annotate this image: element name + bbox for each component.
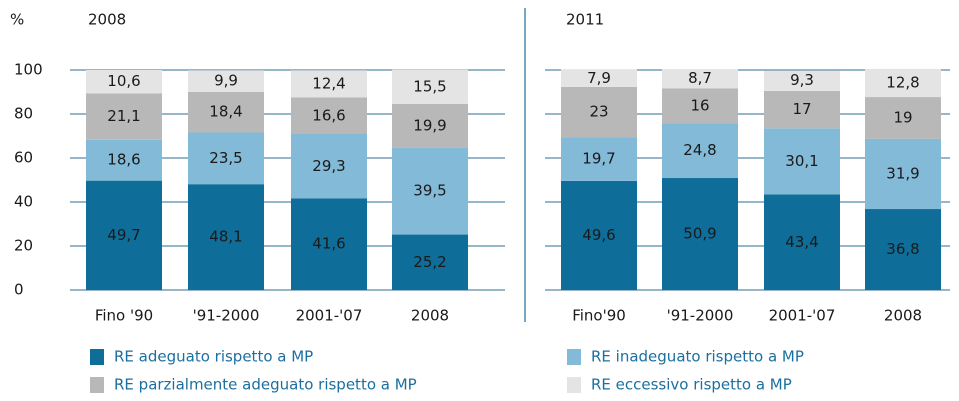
data-label: 29,3 — [312, 157, 345, 175]
bar-segment — [561, 180, 637, 290]
bar-segment — [561, 86, 637, 138]
data-label: 18,4 — [209, 103, 242, 121]
bar-segment — [392, 103, 468, 148]
data-label: 15,5 — [413, 77, 446, 95]
panel-title: 2011 — [566, 11, 604, 29]
bar-segment — [188, 132, 264, 185]
bar-segment — [662, 178, 738, 290]
bar-segment — [561, 137, 637, 181]
bar-segment — [392, 147, 468, 235]
data-label: 23 — [589, 103, 608, 121]
legend-swatch — [567, 377, 581, 393]
bar-segment — [764, 194, 840, 290]
y-axis-label: % — [10, 11, 24, 29]
data-label: 30,1 — [785, 152, 818, 170]
bar-segment — [662, 123, 738, 179]
data-label: 24,8 — [683, 141, 716, 159]
data-label: 43,4 — [785, 233, 818, 251]
data-label: 12,4 — [312, 74, 345, 92]
legend-swatch — [567, 349, 581, 365]
data-label: 50,9 — [683, 225, 716, 243]
bar-segment — [865, 68, 941, 98]
data-label: 31,9 — [886, 164, 919, 182]
data-label: 16,6 — [312, 106, 345, 124]
data-label: 12,8 — [886, 73, 919, 91]
x-tick-label: 2008 — [884, 307, 922, 325]
bar-segment — [865, 209, 941, 290]
legend-label: RE eccessivo rispetto a MP — [591, 376, 792, 394]
data-label: 7,9 — [587, 69, 611, 87]
x-tick-label: 2008 — [411, 307, 449, 325]
data-label: 25,2 — [413, 253, 446, 271]
bar-segment — [662, 69, 738, 89]
data-label: 16 — [690, 96, 709, 114]
data-label: 17 — [792, 100, 811, 118]
data-label: 9,3 — [790, 71, 814, 89]
x-tick-label: '91-2000 — [667, 307, 734, 325]
data-label: 48,1 — [209, 228, 242, 246]
data-label: 36,8 — [886, 240, 919, 258]
bar-segment — [86, 139, 162, 181]
data-label: 8,7 — [688, 69, 712, 87]
bar-segment — [291, 70, 367, 98]
legend-label: RE adeguato rispetto a MP — [114, 348, 313, 366]
data-label: 19,7 — [582, 150, 615, 168]
data-label: 9,9 — [214, 72, 238, 90]
y-tick-label: 40 — [14, 193, 33, 211]
y-tick-label: 20 — [14, 237, 33, 255]
x-tick-label: 2001-'07 — [296, 307, 363, 325]
y-tick-label: 80 — [14, 105, 33, 123]
x-tick-label: Fino'90 — [572, 307, 626, 325]
legend-swatch — [90, 349, 104, 365]
bar-segment — [865, 97, 941, 139]
bar-segment — [865, 138, 941, 210]
y-tick-label: 60 — [14, 149, 33, 167]
data-label: 49,6 — [582, 226, 615, 244]
data-label: 23,5 — [209, 149, 242, 167]
legend-swatch — [90, 377, 104, 393]
bar-segment — [561, 69, 637, 87]
bar-segment — [188, 70, 264, 92]
y-tick-label: 0 — [14, 281, 24, 299]
bar-segment — [291, 134, 367, 199]
x-tick-label: Fino '90 — [95, 307, 153, 325]
bar-segment — [764, 128, 840, 195]
bar-segment — [764, 70, 840, 91]
bar-segment — [392, 234, 468, 290]
bar-segment — [662, 88, 738, 124]
data-label: 49,7 — [107, 226, 140, 244]
bar-segment — [392, 69, 468, 104]
bar-segment — [86, 180, 162, 290]
data-label: 18,6 — [107, 151, 140, 169]
legend-label: RE parzialmente adeguato rispetto a MP — [114, 376, 417, 394]
bar-segment — [291, 97, 367, 135]
bar-segment — [291, 198, 367, 290]
bar-segment — [86, 93, 162, 140]
bar-segment — [188, 92, 264, 133]
data-label: 21,1 — [107, 107, 140, 125]
bar-segment — [764, 90, 840, 129]
data-label: 10,6 — [107, 72, 140, 90]
x-tick-label: '91-2000 — [193, 307, 260, 325]
panel-title: 2008 — [88, 11, 126, 29]
y-tick-label: 100 — [14, 61, 43, 79]
x-tick-label: 2001-'07 — [769, 307, 836, 325]
data-label: 41,6 — [312, 235, 345, 253]
legend-label: RE inadeguato rispetto a MP — [591, 348, 804, 366]
bar-segment — [86, 70, 162, 94]
data-label: 39,5 — [413, 182, 446, 200]
bar-segment — [188, 184, 264, 290]
data-label: 19 — [893, 108, 912, 126]
data-label: 19,9 — [413, 116, 446, 134]
